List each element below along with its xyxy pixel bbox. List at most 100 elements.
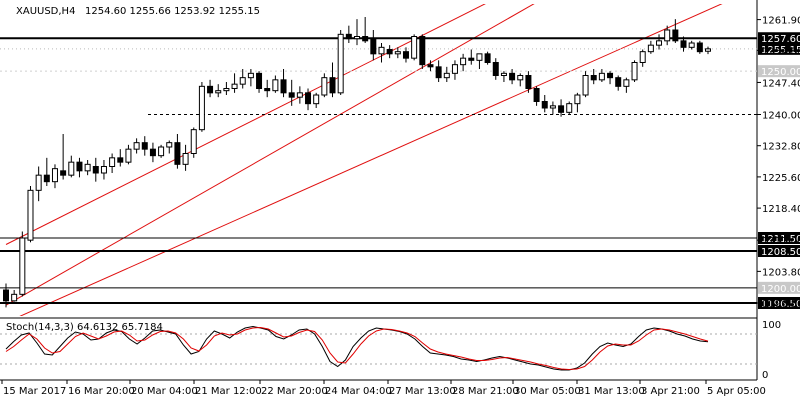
stochastic-label: Stoch(14,3,3) 64.6132 65.7184 <box>6 322 163 333</box>
bull-candle <box>411 36 418 59</box>
bear-candle <box>590 75 597 81</box>
bear-candle <box>484 53 491 63</box>
level-label-box <box>758 297 800 309</box>
x-tick-label: 28 Mar 21:00 <box>452 386 519 397</box>
bear-candle <box>696 42 703 53</box>
bear-candle <box>680 40 687 48</box>
y-tick-label: 1225.60 <box>762 173 800 184</box>
bull-candle <box>166 142 173 148</box>
candlestick-series <box>3 17 711 308</box>
bear-candle <box>43 174 50 183</box>
bull-candle <box>574 94 581 105</box>
bull-candle <box>394 51 401 55</box>
bear-candle <box>509 72 516 81</box>
bull-candle <box>631 62 638 81</box>
stochastic-lines <box>5 325 709 371</box>
bull-candle <box>51 168 58 183</box>
bear-candle <box>345 33 352 40</box>
level-label: 1200.00 <box>761 284 800 295</box>
bull-candle <box>11 293 18 302</box>
level-label-box <box>758 245 800 257</box>
bear-candle <box>541 101 548 109</box>
level-label: 1196.50 <box>761 299 800 310</box>
bull-candle <box>566 103 573 113</box>
stoch-tick-label: 0 <box>762 370 768 381</box>
price-axis: 1261.90 1254.80 1247.40 1240.00 1232.80 1225.… <box>757 16 800 310</box>
price-grid <box>0 0 758 381</box>
bear-candle <box>607 72 614 79</box>
bear-candle <box>362 36 369 42</box>
bull-candle <box>19 237 26 295</box>
bear-candle <box>3 289 9 302</box>
level-label-box <box>758 232 800 244</box>
y-tick-label: 1211.00 <box>762 236 800 247</box>
bear-candle <box>207 85 214 94</box>
x-tick-label: 31 Mar 13:00 <box>578 386 645 397</box>
bull-candle <box>354 36 360 40</box>
bull-candle <box>705 48 711 52</box>
stoch-tick-label: 100 <box>762 320 781 331</box>
level-label: 1257.60 <box>761 34 800 45</box>
stochastic-grid <box>0 333 757 365</box>
bull-candle <box>296 92 303 98</box>
channel-line <box>5 4 486 245</box>
current-price-box <box>758 42 800 55</box>
level-label: 1211.50 <box>761 234 800 245</box>
bull-candle <box>27 189 34 241</box>
bull-candle <box>198 85 205 131</box>
bull-candle <box>639 51 646 64</box>
bull-candle <box>517 75 524 81</box>
bull-candle <box>582 75 589 96</box>
bear-candle <box>468 57 475 61</box>
bear-candle <box>427 64 434 68</box>
bear-candle <box>329 77 336 94</box>
bear-candle <box>533 88 540 102</box>
y-tick-label: 1218.40 <box>762 204 800 215</box>
symbol-label: XAUUSD,H4 <box>16 6 75 17</box>
bull-candle <box>84 163 91 172</box>
bear-candle <box>525 75 532 89</box>
bear-candle <box>174 142 181 165</box>
bull-candle <box>215 90 222 94</box>
bull-candle <box>182 153 189 165</box>
bull-candle <box>378 46 385 55</box>
level-label-box <box>758 32 800 45</box>
bull-candle <box>451 64 458 74</box>
bull-candle <box>460 57 467 66</box>
bear-candle <box>141 142 148 150</box>
bear-candle <box>92 166 99 174</box>
bull-candle <box>623 79 630 87</box>
bull-candle <box>313 94 320 105</box>
bull-candle <box>247 72 254 79</box>
price-panel: 1257.60 1211.50 1208.50 1200.00 1196.50 1250.… <box>0 0 800 381</box>
bull-candle <box>321 77 328 96</box>
bull-candle <box>35 174 42 191</box>
x-tick-label: 22 Mar 20:00 <box>261 386 328 397</box>
bear-candle <box>256 72 263 90</box>
y-tick-label: 1254.80 <box>762 46 800 57</box>
bear-candle <box>370 38 377 55</box>
bear-candle <box>288 92 295 98</box>
bear-candle <box>672 29 679 42</box>
bull-candle <box>239 77 246 85</box>
bull-candle <box>688 42 695 48</box>
bull-candle <box>549 105 556 109</box>
level-label-box <box>758 281 800 294</box>
bull-candle <box>337 33 344 94</box>
x-tick-label: 5 Apr 05:00 <box>707 386 766 397</box>
level-label: 1208.50 <box>761 247 800 258</box>
bull-candle <box>476 53 483 61</box>
x-tick-label: 24 Mar 04:00 <box>325 386 392 397</box>
bear-candle <box>264 88 271 92</box>
bull-candle <box>272 79 279 92</box>
stochastic-panel: Stoch(14,3,3) 64.6132 65.7184 100 0 <box>0 320 781 381</box>
bull-candle <box>190 129 197 155</box>
x-tick-label: 27 Mar 13:00 <box>389 386 456 397</box>
x-tick-label: 20 Mar 04:00 <box>131 386 198 397</box>
bear-candle <box>280 79 287 94</box>
bull-candle <box>664 29 671 42</box>
bull-candle <box>100 166 107 174</box>
bear-candle <box>117 157 124 163</box>
horizontal-levels: 1257.60 1211.50 1208.50 1200.00 1196.50 1250.… <box>0 32 800 310</box>
